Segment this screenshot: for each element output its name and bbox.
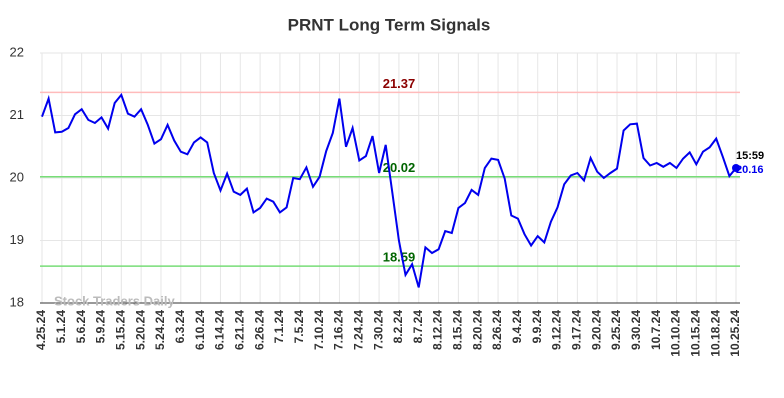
x-tick-label: 5.6.24 [74, 310, 88, 344]
x-tick-label: 9.17.24 [570, 310, 584, 350]
x-tick-label: 7.1.24 [272, 310, 286, 344]
x-tick-label: 9.4.24 [510, 310, 524, 344]
x-tick-label: 4.25.24 [34, 310, 48, 350]
x-tick-label: 7.5.24 [292, 310, 306, 344]
x-tick-label: 8.12.24 [431, 310, 445, 350]
x-tick-label: 9.9.24 [530, 310, 544, 344]
x-tick-label: 9.25.24 [609, 310, 623, 350]
x-tick-label: 5.20.24 [133, 310, 147, 350]
x-tick-label: 5.9.24 [94, 310, 108, 344]
y-tick-label: 20 [10, 169, 24, 184]
x-tick-label: 10.7.24 [649, 310, 663, 350]
x-tick-label: 6.3.24 [173, 310, 187, 344]
x-tick-label: 7.16.24 [332, 310, 346, 350]
signal-label: 18.59 [383, 250, 416, 265]
last-value: 20.16 [736, 164, 764, 176]
x-tick-label: 8.20.24 [470, 310, 484, 350]
chart-title: PRNT Long Term Signals [288, 15, 491, 34]
y-tick-label: 19 [10, 232, 24, 247]
x-tick-label: 5.24.24 [153, 310, 167, 350]
x-tick-label: 6.10.24 [193, 310, 207, 350]
x-tick-label: 8.2.24 [391, 310, 405, 344]
x-tick-label: 10.10.24 [669, 310, 683, 357]
y-tick-label: 22 [10, 44, 24, 59]
x-tick-label: 9.30.24 [629, 310, 643, 350]
x-tick-label: 8.26.24 [490, 310, 504, 350]
x-tick-label: 10.15.24 [689, 310, 703, 357]
price-line [41, 92, 737, 288]
x-tick-label: 8.15.24 [451, 310, 465, 350]
signal-label: 21.37 [383, 76, 416, 91]
last-time: 15:59 [736, 150, 764, 162]
x-tick-label: 8.7.24 [411, 310, 425, 344]
x-tick-label: 9.12.24 [550, 310, 564, 350]
last-point [732, 164, 740, 172]
x-tick-label: 7.24.24 [351, 310, 365, 350]
x-tick-label: 7.10.24 [312, 310, 326, 350]
y-tick-label: 21 [10, 107, 24, 122]
x-tick-label: 7.30.24 [371, 310, 385, 350]
x-tick-label: 5.1.24 [54, 310, 68, 344]
signal-label: 20.02 [383, 160, 416, 175]
x-tick-label: 5.15.24 [113, 310, 127, 350]
x-tick-label: 6.14.24 [213, 310, 227, 350]
x-tick-label: 10.18.24 [708, 310, 722, 357]
x-tick-label: 9.20.24 [589, 310, 603, 350]
watermark: Stock Traders Daily [54, 293, 175, 308]
x-tick-label: 6.21.24 [232, 310, 246, 350]
x-tick-label: 10.25.24 [728, 310, 742, 357]
y-tick-label: 18 [10, 294, 24, 309]
x-tick-label: 6.26.24 [252, 310, 266, 350]
